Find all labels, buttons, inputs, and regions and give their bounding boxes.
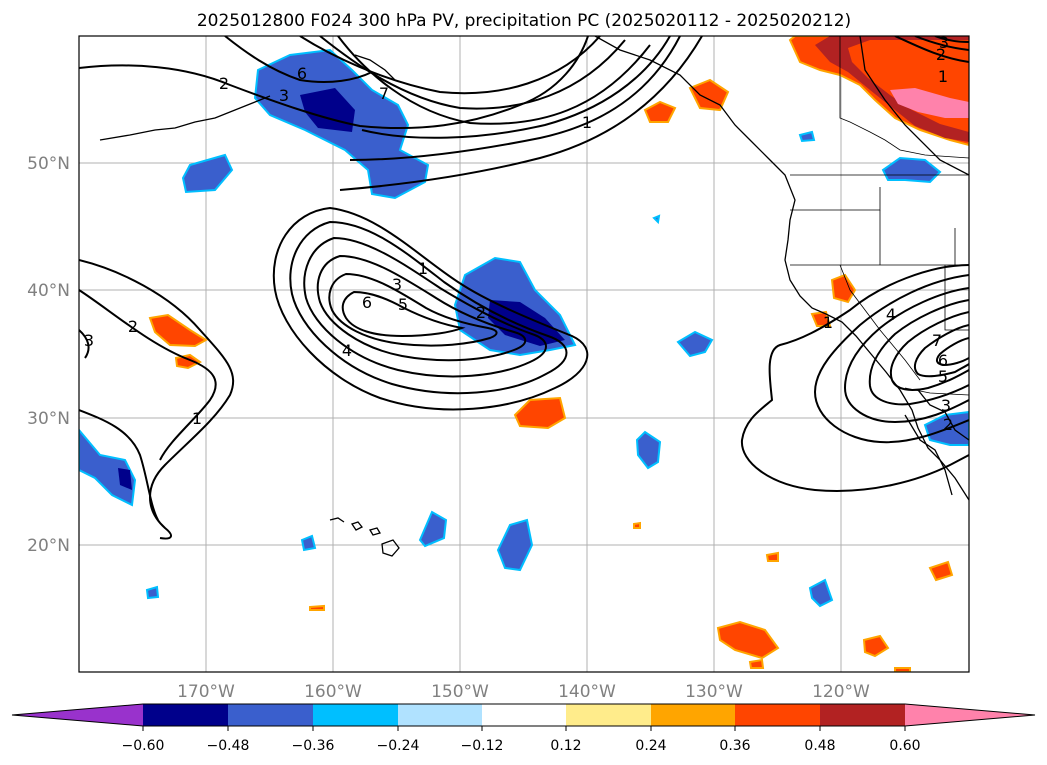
lat-label-40n: 40°N: [27, 281, 70, 301]
contour-label: 7: [379, 84, 389, 103]
figure-title: 2025012800 F024 300 hPa PV, precipitatio…: [197, 11, 851, 31]
contour-label: 3: [392, 275, 402, 294]
colorbar-tick-label: −0.36: [292, 738, 335, 754]
colorbar-tick-label: −0.60: [122, 738, 165, 754]
colorbar-bin: [566, 704, 651, 726]
latitude-labels: 50°N 40°N 30°N 20°N: [27, 154, 70, 556]
coastlines: [99, 36, 969, 557]
colorbar-tick-label: 0.48: [804, 738, 835, 754]
colorbar-extend-high: [905, 704, 1035, 726]
colorbar-bin: [651, 704, 735, 726]
colorbar-tick-label: 0.24: [635, 738, 666, 754]
lon-label-150w: 150°W: [431, 682, 489, 702]
colorbar-bin: [398, 704, 482, 726]
lon-label-160w: 160°W: [304, 682, 362, 702]
lat-label-30n: 30°N: [27, 409, 70, 429]
colorbar-tick-label: 0.36: [719, 738, 750, 754]
lon-label-140w: 140°W: [558, 682, 616, 702]
lon-label-120w: 120°W: [812, 682, 870, 702]
contour-label: 1: [823, 313, 833, 332]
colorbar-tick-label: −0.24: [377, 738, 420, 754]
colorbar-bin: [313, 704, 398, 726]
contour-label: 2: [943, 415, 953, 434]
contour-label: 6: [362, 293, 372, 312]
longitude-labels: 170°W 160°W 150°W 140°W 130°W 120°W: [177, 682, 870, 702]
colorbar-tick-label: −0.12: [461, 738, 504, 754]
contour-label: 6: [297, 64, 307, 83]
contour-label: 1: [418, 259, 428, 278]
colorbar-bin: [228, 704, 313, 726]
colorbar-tick-label: 0.12: [550, 738, 581, 754]
colorbar-tick-label: −0.48: [207, 738, 250, 754]
colorbar: −0.60 −0.48 −0.36 −0.24 −0.12 0.12 0.24 …: [11, 703, 1036, 754]
lat-label-50n: 50°N: [27, 154, 70, 174]
contour-label: 3: [279, 86, 289, 105]
pv-contours: [79, 36, 969, 540]
colorbar-extend-low: [12, 704, 143, 726]
positive-precip-areas: [148, 36, 969, 672]
borders: [790, 36, 969, 396]
contour-label: 1: [938, 67, 948, 86]
colorbar-bin: [735, 704, 820, 726]
contour-label: 3: [939, 33, 949, 52]
map-frame: [78, 35, 970, 673]
contour-label: 4: [886, 305, 896, 324]
contour-label: 2: [936, 45, 946, 64]
contour-label: 7: [932, 331, 942, 350]
colorbar-tick-label: 0.60: [889, 738, 920, 754]
map-panel: 2 6 3 7 1 2 3 1 1 3 5 6 4 2 2 3 1 1 4 7: [78, 33, 970, 673]
lon-label-130w: 130°W: [685, 682, 743, 702]
lon-label-170w: 170°W: [177, 682, 235, 702]
colorbar-bin: [482, 704, 566, 726]
contour-label: 2: [128, 317, 138, 336]
contour-label: 2: [476, 303, 486, 322]
contour-labels: 2 6 3 7 1 2 3 1 1 3 5 6 4 2 2 3 1 1 4 7: [84, 33, 953, 434]
contour-label: 3: [941, 396, 951, 415]
contour-label: 5: [398, 295, 408, 314]
colorbar-bin: [143, 704, 228, 726]
contour-label: 6: [938, 351, 948, 370]
colorbar-bin: [820, 704, 905, 726]
contour-label: 3: [84, 331, 94, 350]
contour-label: 2: [219, 74, 229, 93]
colorbar-ticks: [142, 726, 906, 731]
contour-label: 1: [582, 113, 592, 132]
lat-label-20n: 20°N: [27, 536, 70, 556]
contour-label: 4: [342, 341, 352, 360]
contour-label: 5: [938, 367, 948, 386]
colorbar-tick-labels: −0.60 −0.48 −0.36 −0.24 −0.12 0.12 0.24 …: [122, 738, 921, 754]
contour-label: 1: [192, 409, 202, 428]
